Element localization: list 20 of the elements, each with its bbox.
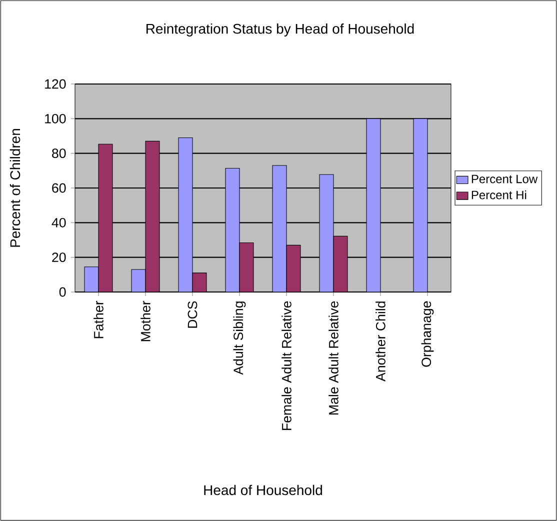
y-tick-label: 100: [45, 114, 66, 124]
x-tick-label: Another Child: [376, 302, 386, 382]
chart-title: Reintegration Status by Head of Household: [146, 23, 414, 37]
x-tick-label: Orphanage: [421, 301, 434, 367]
legend-label: Percent Low: [472, 174, 538, 184]
x-tick-label: Adult Sibling: [233, 302, 246, 375]
y-tick-label: 20: [52, 252, 66, 262]
legend-label: Percent Hi: [472, 190, 526, 200]
y-tick-label: 0: [59, 287, 66, 297]
x-tick-label: Male Adult Relative: [328, 301, 338, 414]
x-tick-label: Mother: [140, 300, 150, 342]
x-axis-title: Head of Household: [204, 484, 322, 496]
y-tick-label: 120: [45, 79, 66, 89]
y-tick-label: 60: [52, 183, 66, 193]
y-tick-label: 40: [52, 218, 66, 228]
x-tick-label: Female Adult Relative: [282, 301, 292, 430]
x-tick-label: DCS: [188, 301, 198, 328]
x-tick-label: Father: [94, 300, 104, 338]
y-axis-title: Percent of Children: [10, 129, 20, 247]
y-tick-label: 80: [52, 148, 66, 158]
